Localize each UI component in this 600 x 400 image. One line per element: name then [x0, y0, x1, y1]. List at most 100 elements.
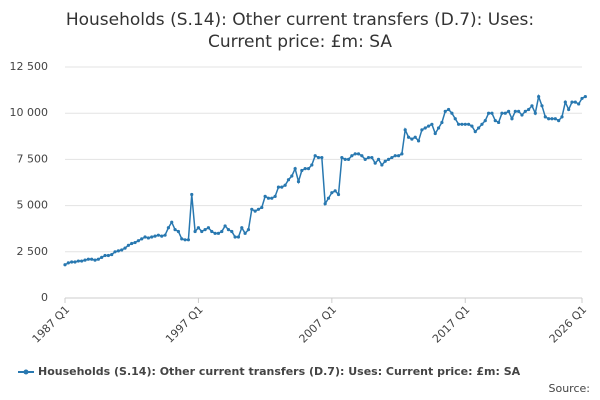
point [116, 249, 120, 253]
point [500, 111, 504, 115]
point [577, 102, 581, 106]
point [90, 257, 94, 261]
point [513, 109, 517, 113]
chart-title: Current price: £m: SA [208, 32, 392, 52]
point [453, 117, 457, 121]
point [446, 107, 451, 112]
point [333, 189, 337, 193]
point [283, 183, 287, 187]
point [260, 205, 264, 210]
point [570, 100, 574, 104]
x-tick-label: 1987 Q1 [30, 303, 73, 346]
point [63, 263, 67, 267]
point [473, 130, 477, 134]
point [113, 250, 117, 254]
point [303, 167, 307, 171]
point [396, 154, 401, 158]
point [430, 122, 434, 126]
point [150, 235, 154, 239]
point [180, 237, 184, 241]
point [436, 126, 441, 130]
point [70, 260, 74, 264]
point [196, 226, 201, 230]
point [413, 135, 417, 139]
y-tick-label: 0 [41, 291, 48, 304]
point [216, 231, 221, 235]
point [130, 241, 134, 246]
point [423, 126, 427, 130]
point [106, 253, 110, 258]
point [403, 128, 407, 132]
point [323, 202, 327, 206]
point [296, 179, 301, 184]
point [133, 240, 137, 245]
point [340, 155, 344, 160]
point [460, 122, 464, 126]
point [253, 209, 257, 213]
point [490, 111, 494, 115]
point [223, 224, 227, 228]
point [487, 111, 491, 115]
point [350, 154, 354, 158]
point [250, 207, 254, 211]
y-tick-label: 2 500 [17, 245, 49, 258]
point [100, 255, 104, 259]
point [290, 174, 294, 178]
x-tick-label: 2017 Q1 [430, 303, 473, 346]
point [73, 260, 77, 264]
point [203, 228, 207, 232]
point [550, 117, 554, 121]
point [226, 228, 231, 232]
point [356, 152, 361, 156]
point [160, 234, 164, 238]
point [153, 234, 157, 238]
point [270, 196, 274, 200]
point [360, 154, 364, 158]
point [557, 118, 561, 123]
point [523, 109, 527, 113]
point [443, 109, 447, 113]
point [517, 109, 521, 113]
point [363, 157, 367, 161]
point [480, 122, 484, 126]
point [503, 111, 507, 115]
point [176, 229, 181, 234]
point [393, 154, 397, 158]
point [76, 259, 80, 263]
point [140, 237, 144, 241]
point [190, 192, 194, 197]
point [243, 231, 247, 235]
point [320, 155, 324, 160]
point [527, 107, 531, 112]
point [547, 117, 551, 121]
y-tick-label: 7 500 [17, 152, 49, 165]
point [96, 257, 100, 261]
point [156, 233, 160, 237]
point [330, 191, 334, 195]
point [336, 192, 341, 197]
y-tick-label: 10 000 [10, 106, 49, 119]
x-tick-label: 2026 Q1 [547, 303, 590, 346]
point [236, 235, 241, 239]
x-tick-label: 1997 Q1 [163, 303, 206, 346]
point [103, 253, 107, 258]
point [316, 155, 321, 160]
point [507, 109, 511, 113]
point [200, 229, 204, 234]
point [273, 194, 277, 198]
point [493, 118, 497, 123]
point [286, 178, 291, 182]
point [533, 111, 537, 115]
point [213, 231, 217, 235]
point [143, 235, 147, 239]
point [313, 154, 317, 158]
point [346, 157, 351, 161]
point [110, 252, 114, 257]
point [233, 235, 237, 239]
point [123, 246, 127, 250]
y-tick-label: 12 500 [10, 60, 49, 73]
point [80, 259, 84, 263]
point [93, 258, 97, 262]
chart-title: Households (S.14): Other current transfe… [66, 10, 534, 30]
